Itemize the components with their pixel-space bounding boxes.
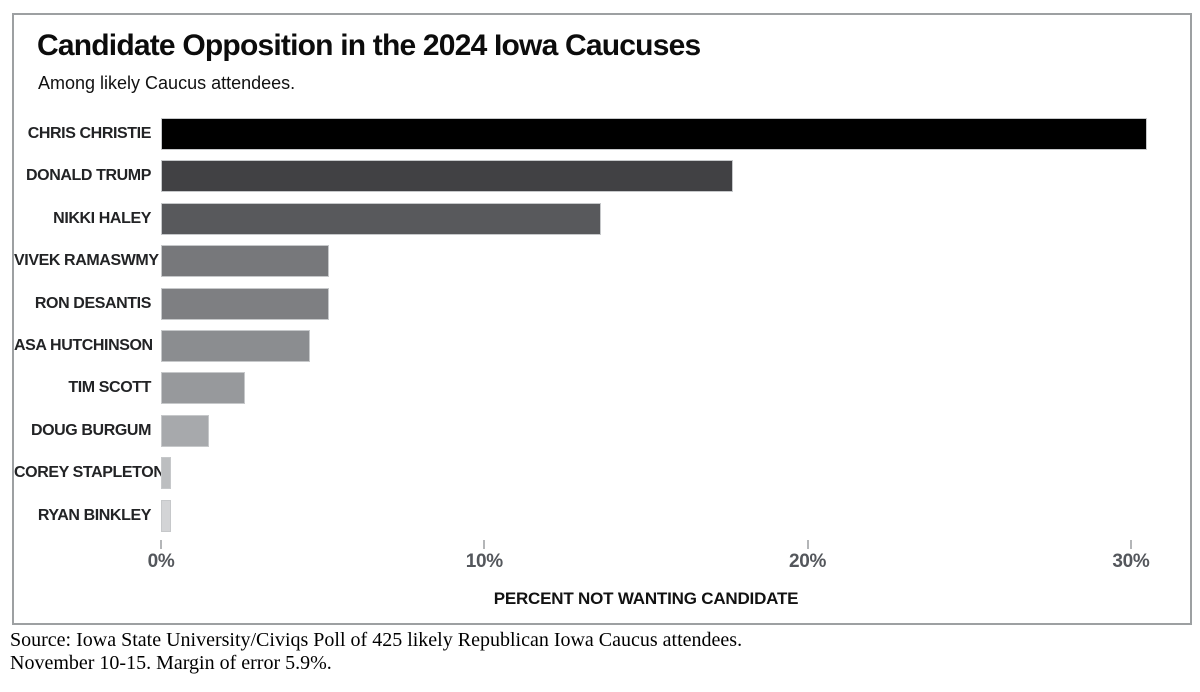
- x-tick-mark: [806, 540, 809, 549]
- x-tick-mark: [483, 540, 486, 549]
- x-tick-mark: [160, 540, 162, 549]
- bar-row: VIVEK RAMASWMY: [14, 245, 1190, 278]
- bar: [161, 118, 1148, 150]
- bar-row: DOUG BURGUM: [14, 414, 1190, 447]
- category-label: VIVEK RAMASWMY: [14, 252, 159, 270]
- category-label: DOUG BURGUM: [30, 421, 151, 439]
- bar-row: COREY STAPLETON: [14, 457, 1190, 490]
- x-tick-label: 30%: [1112, 551, 1150, 572]
- bar: [161, 202, 601, 235]
- bar-row: ASA HUTCHINSON: [14, 330, 1190, 362]
- category-label: NIKKI HALEY: [53, 209, 151, 227]
- bar-row: NIKKI HALEY: [14, 202, 1190, 235]
- x-tick-label: 0%: [147, 551, 175, 572]
- category-label: DONALD TRUMP: [26, 167, 151, 185]
- bar-row: RON DESANTIS: [14, 287, 1190, 320]
- category-label: RON DESANTIS: [34, 294, 152, 312]
- source-line-1: Source: Iowa State University/Civiqs Pol…: [10, 629, 743, 651]
- chart-subtitle: Among likely Caucus attendees.: [38, 73, 296, 93]
- bar: [161, 245, 330, 278]
- category-label: CHRIS CHRISTIE: [27, 125, 152, 142]
- category-label: RYAN BINKLEY: [37, 506, 152, 524]
- bar-row: TIM SCOTT: [14, 372, 1190, 405]
- source-line-2: November 10-15. Margin of error 5.9%.: [10, 652, 332, 674]
- bar-row: DONALD TRUMP: [14, 160, 1190, 193]
- bar: [161, 372, 246, 405]
- bar-row: CHRIS CHRISTIE: [14, 118, 1190, 150]
- x-axis-title: PERCENT NOT WANTING CANDIDATE: [493, 589, 799, 608]
- bar: [161, 499, 171, 532]
- bar: [161, 330, 310, 362]
- x-tick-mark: [1129, 540, 1132, 549]
- category-label: TIM SCOTT: [68, 379, 151, 397]
- bar: [161, 287, 330, 320]
- bar-rows: CHRIS CHRISTIE DONALD TRUMP NIKKI HALEY VIV…: [14, 118, 1190, 538]
- chart-title: Candidate Opposition in the 2024 Iowa Ca…: [37, 29, 701, 62]
- bar: [161, 414, 210, 447]
- x-axis: 0% 10% 20% 30%: [14, 15, 1190, 623]
- x-tick-label: 20%: [789, 551, 827, 572]
- bar: [161, 160, 734, 193]
- bar-row: RYAN BINKLEY: [14, 499, 1190, 532]
- category-label: ASA HUTCHINSON: [14, 337, 153, 354]
- x-tick-label: 10%: [465, 551, 503, 572]
- category-label: COREY STAPLETON: [14, 464, 165, 482]
- source-note: Source: Iowa State University/Civiqs Pol…: [10, 629, 1110, 675]
- bar: [161, 457, 171, 490]
- chart-frame: Candidate Opposition in the 2024 Iowa Ca…: [12, 13, 1192, 625]
